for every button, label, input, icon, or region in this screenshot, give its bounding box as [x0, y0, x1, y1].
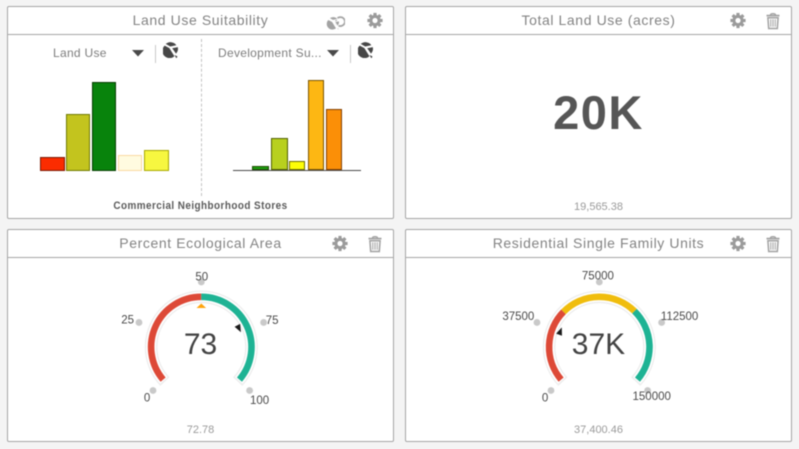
svg-text:112500: 112500	[661, 311, 699, 323]
svg-text:37500: 37500	[502, 311, 534, 323]
svg-text:0: 0	[144, 393, 150, 405]
svg-text:0: 0	[542, 393, 548, 405]
svg-text:25: 25	[121, 314, 134, 326]
svg-text:75: 75	[266, 315, 279, 327]
svg-text:75000: 75000	[582, 270, 614, 282]
svg-text:50: 50	[195, 271, 208, 283]
svg-text:150000: 150000	[633, 391, 671, 403]
svg-text:100: 100	[250, 395, 269, 407]
